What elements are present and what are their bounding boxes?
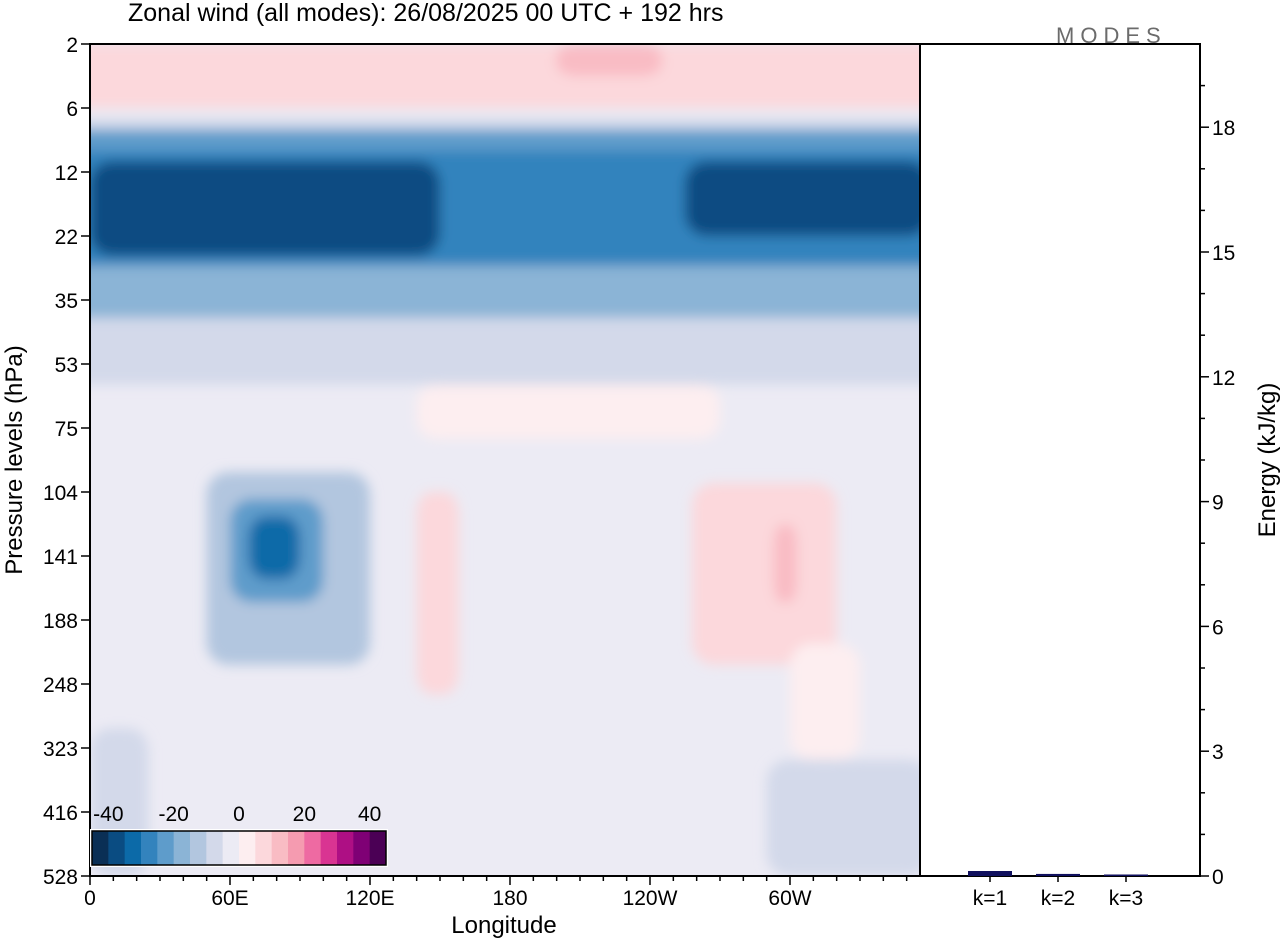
energy-tick-label: 12 — [1212, 367, 1235, 390]
energy-panel — [919, 43, 1201, 877]
energy-axis-label: Energy (kJ/kg) — [1254, 383, 1280, 538]
energy-frame — [919, 43, 1201, 877]
heatmap-region — [136, 44, 230, 76]
y-axis-label: Pressure levels (hPa) — [1, 345, 28, 574]
energy-tick-label: 9 — [1212, 492, 1224, 515]
x-tick-label: 60W — [768, 887, 811, 910]
y-tick-label: 2 — [66, 34, 78, 57]
colorbar-tick-label: -20 — [158, 803, 188, 826]
energy-bar — [1036, 873, 1080, 876]
colorbar-swatch — [288, 831, 305, 865]
y-tick-label: 416 — [43, 802, 78, 825]
heatmap-region — [416, 492, 459, 695]
x-tick-label: 180 — [492, 887, 527, 910]
colorbar-swatch — [239, 831, 256, 865]
y-tick-label: 141 — [43, 546, 78, 569]
chart-title: Zonal wind (all modes): 26/08/2025 00 UT… — [128, 0, 723, 27]
heatmap-region — [90, 44, 920, 108]
x-tick-label: 60E — [211, 887, 248, 910]
y-axis: 2 6 12 22 35 53 75 104 141 188 248 323 416 528 — [43, 34, 90, 889]
energy-bar — [1104, 874, 1148, 876]
heatmap-region — [685, 161, 920, 236]
energy-tick-label: 15 — [1212, 242, 1235, 265]
y-tick-label: 12 — [55, 162, 78, 185]
colorbar-swatch — [369, 831, 387, 865]
y-tick-label: 22 — [55, 226, 78, 249]
colorbar-swatch — [337, 831, 354, 865]
colorbar-swatch — [206, 831, 224, 865]
energy-axis: 0 3 6 9 12 15 18 — [1200, 84, 1235, 889]
colorbar-swatch — [304, 831, 322, 865]
colorbar-tick-label: 20 — [293, 803, 316, 826]
heatmap-region — [766, 759, 920, 876]
y-tick-label: 323 — [43, 738, 78, 761]
heatmap-region — [692, 483, 837, 665]
colorbar-frame — [91, 830, 387, 866]
y-tick-label: 248 — [43, 674, 78, 697]
energy-tick-label: 3 — [1212, 741, 1224, 764]
heatmap-panel — [89, 43, 921, 877]
colorbar-swatch — [157, 831, 175, 865]
k-tick-label: k=1 — [973, 887, 1007, 910]
heatmap-region — [416, 384, 720, 440]
heatmap-region — [90, 161, 440, 256]
heatmap-region — [248, 516, 300, 580]
y-tick-label: 53 — [55, 354, 78, 377]
colorbar-swatch — [320, 831, 338, 865]
x-tick-label: 120E — [345, 887, 394, 910]
colorbar-tick-label: 40 — [358, 803, 381, 826]
colorbar-swatch — [108, 831, 126, 865]
y-tick-label: 6 — [66, 98, 78, 121]
k-tick-label: k=3 — [1109, 887, 1143, 910]
y-tick-label: 188 — [43, 610, 78, 633]
colorbar-swatch — [353, 831, 371, 865]
energy-tick-label: 18 — [1212, 117, 1235, 140]
y-tick-label: 104 — [43, 482, 78, 505]
colorbar-tick-label: 0 — [233, 803, 245, 826]
y-tick-label: 75 — [55, 418, 78, 441]
energy-tick-label: 0 — [1212, 866, 1224, 889]
colorbar-swatch — [271, 831, 289, 865]
wavenumber-axis: k=1 k=2 k=3 — [973, 876, 1143, 910]
colorbar-swatch — [141, 831, 158, 865]
y-tick-label: 35 — [55, 290, 78, 313]
colorbar-swatch — [173, 831, 191, 865]
colorbar-swatch — [190, 831, 207, 865]
colorbar-tick-label: -40 — [93, 803, 123, 826]
heatmap-region — [790, 643, 860, 760]
heatmap-region — [90, 317, 920, 385]
heatmap-region — [883, 172, 920, 198]
k-tick-label: k=2 — [1041, 887, 1075, 910]
x-axis-label: Longitude — [451, 912, 556, 939]
x-tick-label: 0 — [84, 887, 96, 910]
colorbar: -40 -20 0 20 40 — [90, 803, 388, 867]
heatmap-region — [773, 524, 797, 603]
energy-bars — [968, 871, 1148, 876]
heatmap-region — [556, 44, 662, 76]
colorbar-swatch — [92, 831, 109, 865]
energy-tick-label: 6 — [1212, 616, 1224, 639]
y-tick-label: 528 — [43, 866, 78, 889]
energy-bar — [968, 871, 1012, 876]
colorbar-swatch — [222, 831, 240, 865]
x-tick-label: 120W — [623, 887, 678, 910]
colorbar-swatch — [255, 831, 273, 865]
colorbar-swatch — [124, 831, 142, 865]
x-axis: 0 60E 120E 180 120W 60W — [84, 876, 908, 910]
